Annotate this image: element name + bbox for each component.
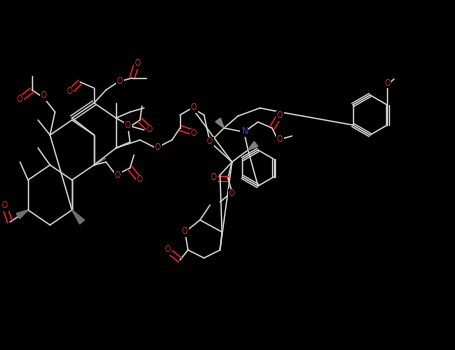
- Text: O: O: [207, 138, 213, 147]
- Text: O: O: [147, 126, 153, 134]
- Text: O: O: [191, 104, 197, 112]
- Text: O: O: [384, 78, 390, 88]
- Polygon shape: [16, 210, 28, 218]
- Text: O: O: [125, 121, 131, 131]
- Text: O: O: [182, 228, 188, 237]
- Text: O: O: [2, 202, 8, 210]
- Text: O: O: [117, 77, 123, 86]
- Text: O: O: [137, 175, 143, 184]
- Text: O: O: [67, 88, 73, 97]
- Text: O: O: [229, 189, 235, 198]
- Text: O: O: [211, 174, 217, 182]
- Text: O: O: [165, 245, 171, 254]
- Text: O: O: [155, 144, 161, 153]
- Text: O: O: [41, 91, 47, 100]
- Text: O: O: [191, 130, 197, 139]
- Text: O: O: [277, 135, 283, 145]
- Text: O: O: [277, 112, 283, 120]
- Text: O: O: [115, 170, 121, 180]
- Polygon shape: [248, 142, 258, 150]
- Text: N: N: [241, 127, 247, 136]
- Polygon shape: [72, 210, 84, 224]
- Text: O: O: [17, 96, 23, 105]
- Text: O: O: [135, 60, 141, 69]
- Polygon shape: [216, 118, 224, 128]
